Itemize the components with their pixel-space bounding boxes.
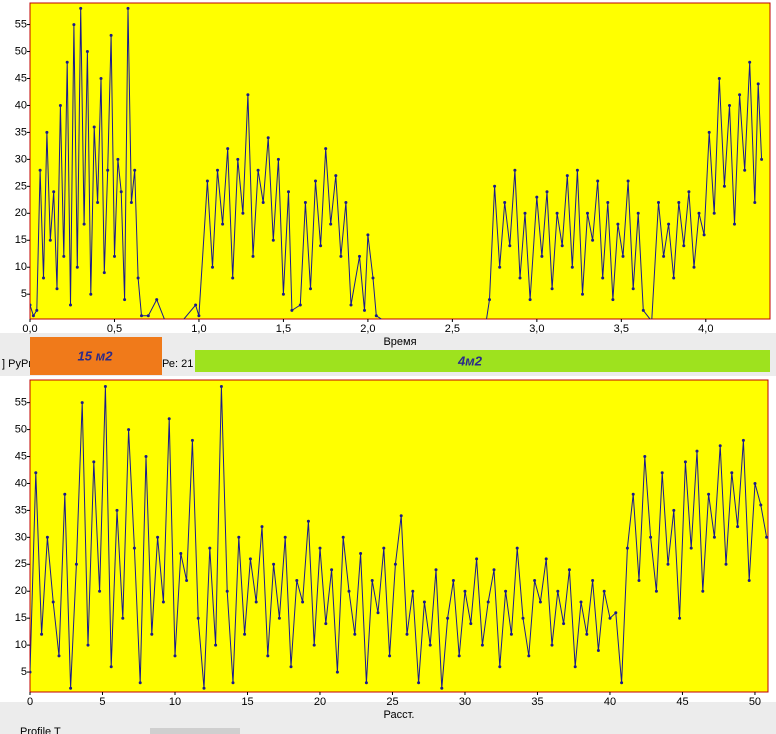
orange-zone[interactable] — [30, 337, 162, 375]
x-tick-label: 20 — [314, 696, 326, 708]
x-tick-label: 2,0 — [360, 323, 375, 335]
strip-text: Ре: 21 Р — [162, 358, 204, 370]
y-tick-label: 25 — [15, 558, 27, 570]
x-tick-label: 50 — [749, 696, 761, 708]
y-tick-label: 55 — [15, 18, 27, 30]
data-line — [30, 6, 764, 319]
y-tick-label: 40 — [15, 99, 27, 111]
orange-label: 15 м2 — [78, 348, 114, 363]
footer-text: Profile T — [20, 726, 61, 734]
data-line — [30, 385, 768, 690]
footer — [0, 702, 776, 734]
y-tick-label: 55 — [15, 397, 27, 409]
strip-text: ] РуРи — [2, 358, 34, 370]
x-tick-label: 3,0 — [529, 323, 544, 335]
footer-control[interactable] — [150, 728, 240, 734]
y-tick-label: 40 — [15, 477, 27, 489]
y-tick-label: 20 — [15, 585, 27, 597]
x-tick-label: 0,0 — [22, 323, 37, 335]
y-tick-label: 15 — [15, 612, 27, 624]
x-axis-title: Время — [383, 336, 416, 348]
y-tick-label: 45 — [15, 72, 27, 84]
x-tick-label: 2,5 — [445, 323, 460, 335]
y-tick-label: 10 — [15, 261, 27, 273]
y-tick-label: 30 — [15, 531, 27, 543]
x-tick-label: 30 — [459, 696, 471, 708]
y-tick-label: 10 — [15, 639, 27, 651]
y-tick-label: 5 — [21, 288, 27, 300]
x-tick-label: 15 — [241, 696, 253, 708]
x-tick-label: 0 — [27, 696, 33, 708]
y-tick-label: 30 — [15, 153, 27, 165]
y-tick-label: 45 — [15, 450, 27, 462]
y-tick-label: 5 — [21, 666, 27, 678]
y-tick-label: 35 — [15, 504, 27, 516]
x-tick-label: 4,0 — [698, 323, 713, 335]
x-tick-label: 35 — [531, 696, 543, 708]
x-tick-label: 1,5 — [276, 323, 291, 335]
y-tick-label: 20 — [15, 207, 27, 219]
green-label: 4м2 — [457, 353, 483, 368]
y-tick-label: 50 — [15, 423, 27, 435]
x-tick-label: 3,5 — [614, 323, 629, 335]
y-tick-label: 15 — [15, 234, 27, 246]
x-tick-label: 40 — [604, 696, 616, 708]
y-tick-label: 50 — [15, 45, 27, 57]
x-tick-label: 1,0 — [191, 323, 206, 335]
x-tick-label: 25 — [386, 696, 398, 708]
plot-area — [29, 2, 771, 320]
x-tick-label: 10 — [169, 696, 181, 708]
x-axis-title: Расст. — [384, 709, 415, 721]
y-tick-label: 35 — [15, 126, 27, 138]
x-tick-label: 5 — [99, 696, 105, 708]
x-tick-label: 45 — [676, 696, 688, 708]
y-tick-label: 25 — [15, 180, 27, 192]
green-zone[interactable] — [195, 350, 770, 372]
x-tick-label: 0,5 — [107, 323, 122, 335]
